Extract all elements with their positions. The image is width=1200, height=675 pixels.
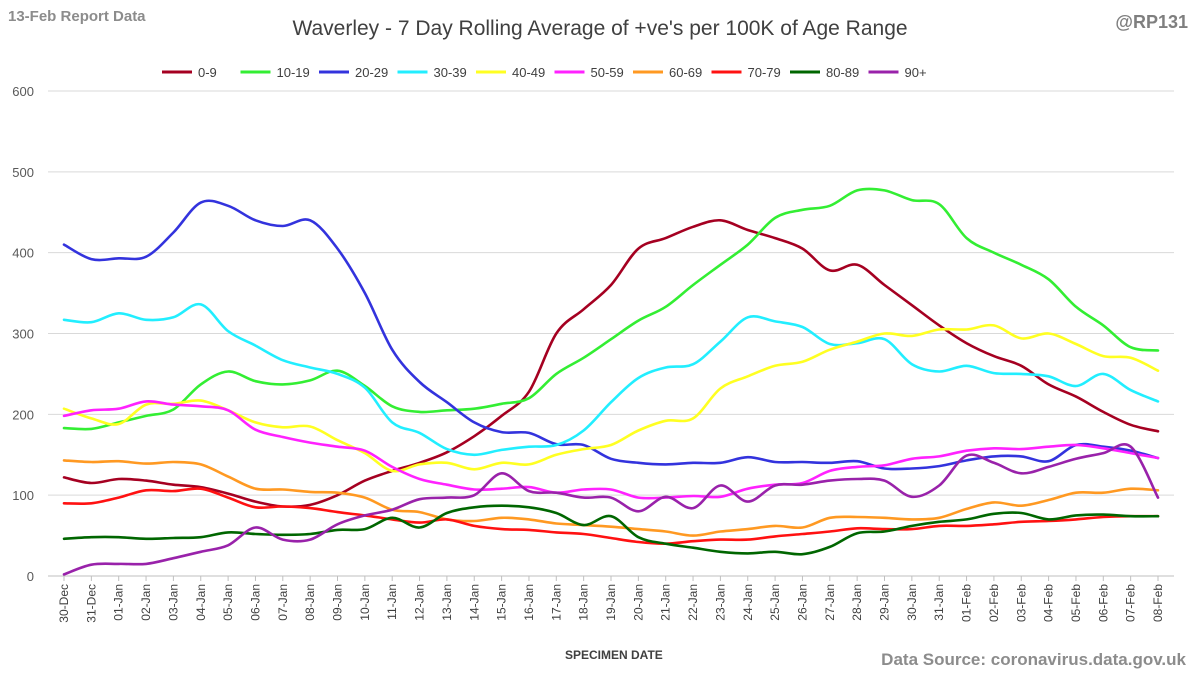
legend-label: 90+ bbox=[905, 65, 927, 80]
x-tick-label: 25-Jan bbox=[768, 584, 782, 621]
legend-label: 50-59 bbox=[591, 65, 624, 80]
series-line-0-9 bbox=[62, 218, 1160, 509]
x-tick-label: 19-Jan bbox=[604, 584, 618, 621]
x-tick-label: 02-Jan bbox=[139, 584, 153, 621]
x-tick-label: 21-Jan bbox=[659, 584, 673, 621]
chart-title: Waverley - 7 Day Rolling Average of +ve'… bbox=[292, 17, 908, 40]
x-tick-label: 24-Jan bbox=[741, 584, 755, 621]
data-source-label: Data Source: coronavirus.data.gov.uk bbox=[881, 650, 1186, 669]
series-lines bbox=[62, 187, 1160, 576]
x-axis-ticks: 30-Dec 31-Dec 01-Jan 02-Jan 03-Jan 04-Jan 05-J… bbox=[57, 576, 1165, 623]
report-date-label: 13-Feb Report Data bbox=[8, 8, 146, 25]
series-line-40-49 bbox=[62, 323, 1160, 473]
y-tick-label: 400 bbox=[12, 246, 34, 261]
x-tick-label: 31-Dec bbox=[84, 584, 98, 623]
x-tick-label: 07-Jan bbox=[276, 584, 290, 621]
x-axis-label: SPECIMEN DATE bbox=[565, 648, 663, 662]
legend-label: 80-89 bbox=[826, 65, 859, 80]
series-line-30-39 bbox=[62, 302, 1160, 457]
series-line-70-79 bbox=[62, 487, 1160, 546]
x-tick-label: 14-Jan bbox=[467, 584, 481, 621]
x-tick-label: 04-Jan bbox=[194, 584, 208, 621]
x-tick-label: 20-Jan bbox=[631, 584, 645, 621]
x-tick-label: 06-Jan bbox=[248, 584, 262, 621]
legend-label: 70-79 bbox=[748, 65, 781, 80]
x-tick-label: 03-Jan bbox=[166, 584, 180, 621]
y-tick-label: 300 bbox=[12, 327, 34, 342]
x-tick-label: 31-Jan bbox=[932, 584, 946, 621]
series-line-10-19 bbox=[62, 187, 1160, 431]
x-tick-label: 12-Jan bbox=[413, 584, 427, 621]
y-axis-ticks: 0 100 200 300 400 500 600 bbox=[12, 84, 34, 584]
x-tick-label: 30-Jan bbox=[905, 584, 919, 621]
x-tick-label: 29-Jan bbox=[878, 584, 892, 621]
x-tick-label: 30-Dec bbox=[57, 584, 71, 623]
legend: 0-9 10-19 20-29 30-39 40-49 50-59 60-69 70-79 80… bbox=[162, 65, 927, 80]
x-tick-label: 07-Feb bbox=[1124, 584, 1138, 622]
x-tick-label: 01-Jan bbox=[112, 584, 126, 621]
legend-label: 20-29 bbox=[355, 65, 388, 80]
x-tick-label: 03-Feb bbox=[1014, 584, 1028, 622]
x-tick-label: 22-Jan bbox=[686, 584, 700, 621]
y-tick-label: 600 bbox=[12, 84, 34, 99]
legend-label: 10-19 bbox=[277, 65, 310, 80]
x-tick-label: 28-Jan bbox=[850, 584, 864, 621]
legend-label: 40-49 bbox=[512, 65, 545, 80]
x-tick-label: 10-Jan bbox=[358, 584, 372, 621]
gridlines bbox=[48, 90, 1174, 577]
y-tick-label: 200 bbox=[12, 407, 34, 422]
x-tick-label: 13-Jan bbox=[440, 584, 454, 621]
series-line-50-59 bbox=[62, 400, 1160, 500]
x-tick-label: 06-Feb bbox=[1096, 584, 1110, 622]
x-tick-label: 15-Jan bbox=[495, 584, 509, 621]
legend-label: 60-69 bbox=[669, 65, 702, 80]
x-tick-label: 08-Jan bbox=[303, 584, 317, 621]
x-tick-label: 27-Jan bbox=[823, 584, 837, 621]
x-tick-label: 09-Jan bbox=[331, 584, 345, 621]
x-tick-label: 02-Feb bbox=[987, 584, 1001, 622]
legend-label: 30-39 bbox=[434, 65, 467, 80]
x-tick-label: 16-Jan bbox=[522, 584, 536, 621]
y-tick-label: 100 bbox=[12, 488, 34, 503]
x-tick-label: 26-Jan bbox=[795, 584, 809, 621]
y-tick-label: 500 bbox=[12, 165, 34, 180]
x-tick-label: 17-Jan bbox=[549, 584, 563, 621]
x-tick-label: 01-Feb bbox=[960, 584, 974, 622]
series-line-60-69 bbox=[62, 459, 1160, 537]
x-tick-label: 23-Jan bbox=[713, 584, 727, 621]
x-tick-label: 05-Feb bbox=[1069, 584, 1083, 622]
x-tick-label: 05-Jan bbox=[221, 584, 235, 621]
x-tick-label: 08-Feb bbox=[1151, 584, 1165, 622]
author-handle: @RP131 bbox=[1115, 12, 1188, 32]
series-line-80-89 bbox=[62, 504, 1160, 556]
x-tick-label: 11-Jan bbox=[385, 584, 399, 620]
series-line-20-29 bbox=[62, 199, 1160, 471]
x-tick-label: 04-Feb bbox=[1042, 584, 1056, 622]
y-tick-label: 0 bbox=[27, 569, 34, 584]
series-line-90+ bbox=[62, 443, 1160, 576]
x-tick-label: 18-Jan bbox=[577, 584, 591, 621]
legend-label: 0-9 bbox=[198, 65, 217, 80]
